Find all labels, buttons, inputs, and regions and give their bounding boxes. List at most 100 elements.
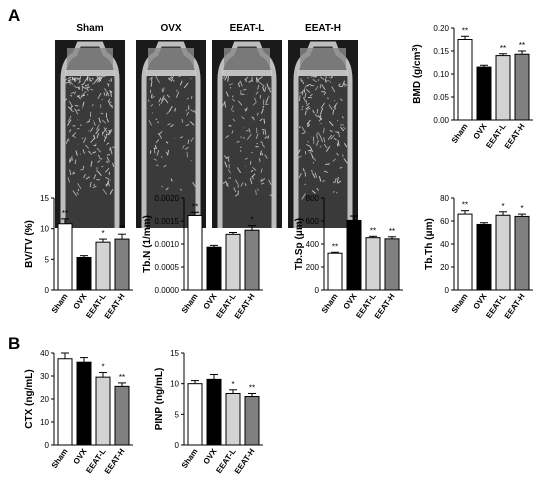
trabecula — [106, 118, 110, 123]
trabecula — [240, 182, 244, 187]
y-tick-label: 10 — [40, 418, 49, 427]
trabecula — [92, 151, 97, 154]
y-tick-label: 15 — [170, 349, 179, 358]
trabecula — [186, 151, 189, 158]
trabecula — [336, 152, 339, 156]
trabecula — [157, 121, 159, 124]
trabecula — [193, 109, 197, 115]
bar-sham — [327, 252, 343, 291]
trabecula — [327, 134, 332, 141]
trabecula — [260, 168, 263, 173]
trabecula — [111, 104, 114, 107]
trabecula — [74, 78, 76, 82]
trabecula — [299, 91, 304, 95]
bar-eeat-l — [95, 376, 111, 446]
micro-ct-image-sham — [55, 40, 125, 228]
trabecula — [255, 133, 259, 139]
trabecula — [243, 136, 245, 139]
cortical-bone — [217, 41, 277, 228]
bar-ovx — [206, 246, 222, 291]
y-tick-label: 30 — [40, 372, 49, 381]
trabecula — [323, 170, 328, 173]
trabecula — [225, 180, 229, 188]
micro-ct-label-ovx: OVX — [160, 23, 182, 34]
significance-eeat-h: ** — [519, 41, 525, 50]
trabecula — [315, 80, 317, 83]
micro-ct-eeat-h: EEAT-H — [288, 23, 358, 228]
trabecula — [163, 164, 167, 168]
trabecula — [151, 76, 153, 82]
trabecula — [110, 148, 113, 155]
trabecula — [262, 130, 265, 135]
trabecula — [76, 191, 79, 195]
trabecula — [71, 76, 74, 81]
trabecula — [108, 102, 114, 109]
trabecula — [225, 91, 229, 97]
trabecula — [158, 97, 162, 103]
trabecula — [320, 107, 324, 115]
trabecula — [342, 80, 345, 87]
bar-ovx — [76, 361, 92, 446]
trabecula — [251, 173, 256, 178]
y-tick-label: 0 — [45, 441, 50, 450]
micro-ct-eeat-l: EEAT-L — [212, 23, 282, 228]
category-label-ovx: OVX — [472, 291, 489, 311]
trabecula — [166, 110, 171, 115]
trabecula — [251, 152, 253, 154]
bar-sham — [187, 383, 203, 446]
trabecula — [155, 139, 160, 144]
trabecula — [241, 116, 245, 120]
trabecula — [343, 143, 348, 148]
trabecula — [309, 93, 313, 97]
significance-eeat-l: ** — [500, 44, 506, 53]
trabecula — [232, 110, 234, 113]
significance-sham: ** — [462, 26, 468, 35]
y-tick-label: 0.0020 — [155, 194, 180, 203]
trabecula — [87, 83, 89, 90]
trabecula — [257, 84, 260, 90]
micro-ct-ovx: OVX — [136, 23, 206, 228]
trabecula — [304, 92, 307, 99]
significance-eeat-l: * — [101, 229, 104, 238]
trabecula — [184, 146, 189, 150]
trabecula — [104, 135, 106, 137]
trabecula — [313, 142, 315, 144]
trabecula — [339, 98, 343, 102]
trabecula — [306, 84, 309, 87]
micro-ct-label-sham: Sham — [76, 23, 104, 34]
trabecula — [328, 121, 334, 127]
trabecula — [162, 87, 165, 93]
bar-eeat-l — [365, 237, 381, 291]
trabecula — [310, 153, 314, 159]
trabecula — [67, 76, 72, 79]
trabecula — [83, 173, 86, 179]
significance-sham: ** — [332, 242, 338, 251]
y-tick-label: 400 — [306, 240, 320, 249]
trabecula — [255, 91, 259, 95]
trabecula — [153, 147, 156, 154]
trabecula — [82, 101, 85, 107]
y-tick-label: 60 — [440, 217, 449, 226]
trabecula — [227, 169, 231, 174]
trabecula — [77, 80, 82, 84]
trabecula — [343, 83, 348, 86]
trabecula — [190, 137, 194, 142]
trabecula — [268, 87, 271, 89]
trabecula — [185, 124, 190, 127]
trabecula — [268, 95, 270, 98]
trabecula — [174, 108, 177, 112]
significance-eeat-h: ** — [389, 227, 395, 236]
y-tick-label: 80 — [440, 194, 449, 203]
y-tick-label: 0.0015 — [155, 217, 180, 226]
trabecula — [303, 88, 306, 93]
trabecula — [67, 177, 71, 183]
trabecula — [319, 145, 322, 148]
panel-label-a: A — [8, 6, 21, 25]
trabecula — [89, 127, 94, 132]
trabecula — [339, 166, 343, 169]
trabecula — [155, 75, 157, 77]
trabecula — [305, 106, 310, 110]
trabecula — [67, 115, 72, 123]
y-tick-label: 0 — [45, 286, 50, 295]
